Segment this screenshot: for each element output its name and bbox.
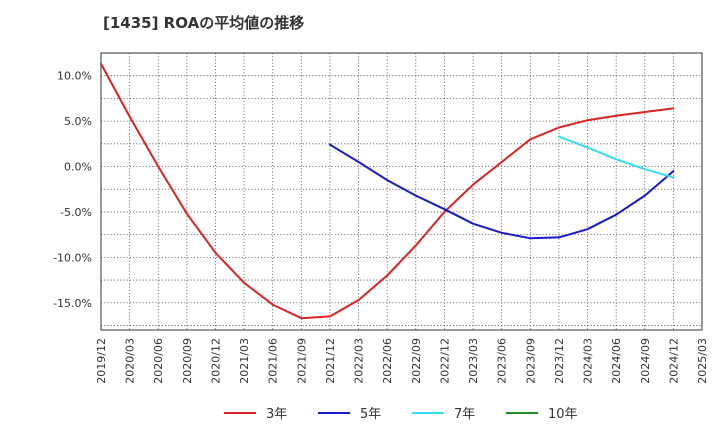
x-tick-label: 2024/12: [667, 338, 680, 384]
legend-label-1: 3年: [266, 407, 287, 422]
x-tick-label: 2024/03: [582, 338, 595, 384]
x-tick-label: 2022/12: [438, 338, 451, 384]
legend-label-3: 7年: [454, 407, 475, 422]
y-tick-label: -5.0%: [60, 206, 92, 219]
legend-label-4: 10年: [548, 407, 578, 422]
x-tick-label: 2019/12: [95, 338, 108, 384]
series-line-2: [329, 143, 675, 240]
y-tick-label: 0.0%: [64, 161, 92, 174]
x-tick-label: 2021/06: [267, 338, 280, 384]
x-tick-label: 2020/06: [152, 338, 165, 384]
y-tick-label: 5.0%: [64, 115, 92, 128]
x-tick-label: 2021/12: [324, 338, 337, 384]
x-tick-label: 2022/03: [353, 338, 366, 384]
y-tick-label: -15.0%: [53, 297, 92, 310]
x-tick-label: 2020/03: [124, 338, 137, 384]
x-tick-label: 2024/09: [639, 338, 652, 384]
x-tick-label: 2022/06: [381, 338, 394, 384]
plot-frame: [100, 52, 703, 331]
x-tick-label: 2023/06: [496, 338, 509, 384]
x-tick-label: 2021/09: [295, 338, 308, 384]
chart-title: [1435] ROAの平均値の推移: [103, 14, 305, 32]
series-line-3: [557, 135, 675, 179]
x-tick-label: 2020/09: [181, 338, 194, 384]
x-tick-label: 2023/03: [467, 338, 480, 384]
x-tick-label: 2021/03: [238, 338, 251, 384]
y-tick-label: -10.0%: [53, 251, 92, 264]
x-tick-label: 2025/03: [696, 338, 709, 384]
series-line-1: [100, 62, 675, 320]
y-tick-label: 10.0%: [57, 70, 92, 83]
plot-area: [101, 53, 702, 330]
x-tick-label: 2020/12: [209, 338, 222, 384]
x-tick-label: 2022/09: [410, 338, 423, 384]
x-tick-label: 2023/12: [553, 338, 566, 384]
x-tick-label: 2023/09: [524, 338, 537, 384]
x-tick-label: 2024/06: [610, 338, 623, 384]
legend-label-2: 5年: [360, 407, 381, 422]
